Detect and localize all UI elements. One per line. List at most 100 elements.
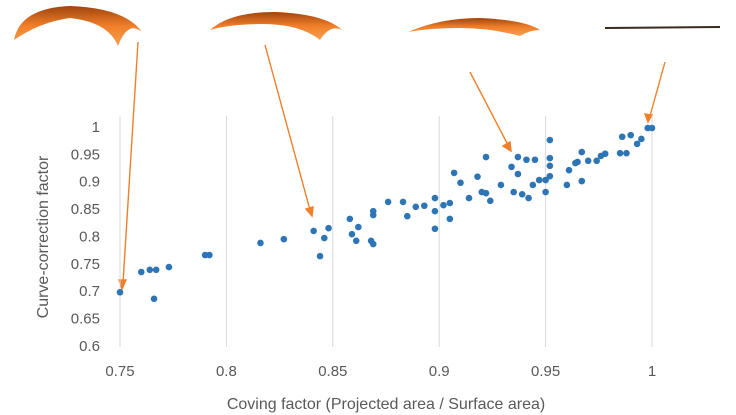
point: [531, 156, 539, 164]
arrow: [469, 71, 509, 146]
point: [627, 131, 635, 139]
point: [403, 212, 411, 220]
shape-2: [210, 12, 342, 40]
point: [150, 295, 158, 303]
point: [431, 225, 439, 233]
arrows: [118, 41, 666, 291]
point: [601, 150, 609, 158]
point: [474, 173, 481, 181]
point: [482, 189, 490, 197]
y-tick-label: 0.6: [79, 338, 100, 355]
point: [563, 181, 571, 189]
arrowhead: [304, 206, 314, 218]
point: [486, 197, 494, 205]
arrowhead: [501, 140, 512, 153]
point: [648, 124, 656, 132]
y-tick-label: 0.65: [71, 311, 100, 328]
point: [623, 149, 630, 157]
point: [514, 153, 522, 161]
point: [593, 157, 600, 165]
point: [399, 198, 407, 206]
point: [510, 188, 517, 196]
point: [412, 203, 420, 211]
point: [578, 177, 586, 185]
point: [514, 170, 522, 178]
point: [431, 207, 439, 215]
point: [497, 181, 505, 189]
x-tick-label: 0.75: [105, 363, 134, 380]
point: [369, 240, 377, 248]
point: [508, 163, 515, 171]
point: [618, 133, 626, 141]
x-tick-label: 0.8: [216, 363, 237, 380]
shape-3: [408, 18, 540, 36]
point: [146, 266, 154, 274]
point: [450, 169, 458, 177]
point: [421, 202, 428, 210]
point: [638, 135, 645, 143]
point: [546, 154, 554, 162]
point: [546, 136, 554, 144]
y-axis-title: Curve-correction factor: [35, 155, 52, 318]
point: [346, 215, 354, 223]
point: [369, 211, 377, 219]
point: [546, 162, 554, 170]
point: [482, 153, 490, 161]
point: [633, 140, 641, 148]
point: [348, 230, 356, 238]
x-tick-label: 0.95: [531, 363, 560, 380]
point: [446, 199, 454, 207]
point: [440, 201, 447, 209]
y-tick-label: 1: [92, 119, 100, 136]
point: [152, 266, 160, 274]
y-tick-label: 0.85: [71, 201, 100, 218]
arrowhead: [643, 113, 654, 124]
point: [446, 215, 454, 223]
point: [431, 194, 439, 202]
point: [518, 190, 526, 198]
y-tick-label: 0.8: [79, 228, 100, 245]
point: [535, 176, 543, 184]
point: [257, 239, 264, 247]
x-tick-label: 0.85: [318, 363, 347, 380]
point: [325, 224, 332, 232]
point: [457, 179, 464, 187]
shape-1: [14, 6, 142, 46]
point: [355, 223, 362, 231]
arrow: [122, 41, 139, 284]
point: [616, 149, 624, 157]
point: [584, 157, 592, 165]
point: [352, 237, 360, 245]
point: [529, 181, 537, 189]
point: [316, 252, 324, 260]
point: [578, 148, 586, 156]
y-tick-label: 0.7: [79, 283, 100, 300]
y-tick-label: 0.95: [71, 146, 100, 163]
point: [574, 158, 581, 166]
point: [310, 227, 317, 235]
arrow: [649, 61, 666, 117]
x-tick-label: 1: [648, 363, 656, 380]
point: [565, 166, 573, 174]
point: [280, 235, 288, 243]
point: [165, 263, 173, 271]
point: [523, 156, 530, 164]
point: [546, 172, 554, 180]
shape-images: [14, 6, 720, 46]
point: [542, 188, 549, 196]
point: [320, 234, 328, 242]
shape-4: [605, 26, 720, 29]
arrow: [264, 44, 311, 211]
y-tick-label: 0.9: [79, 174, 100, 191]
point: [465, 194, 473, 202]
y-tick-label: 0.75: [71, 256, 100, 273]
point: [137, 268, 145, 276]
x-axis-title: Coving factor (Projected area / Surface …: [227, 396, 545, 413]
point: [384, 198, 392, 206]
x-tick-label: 0.9: [429, 363, 450, 380]
point: [206, 251, 213, 259]
point: [542, 176, 549, 184]
point: [116, 288, 124, 296]
